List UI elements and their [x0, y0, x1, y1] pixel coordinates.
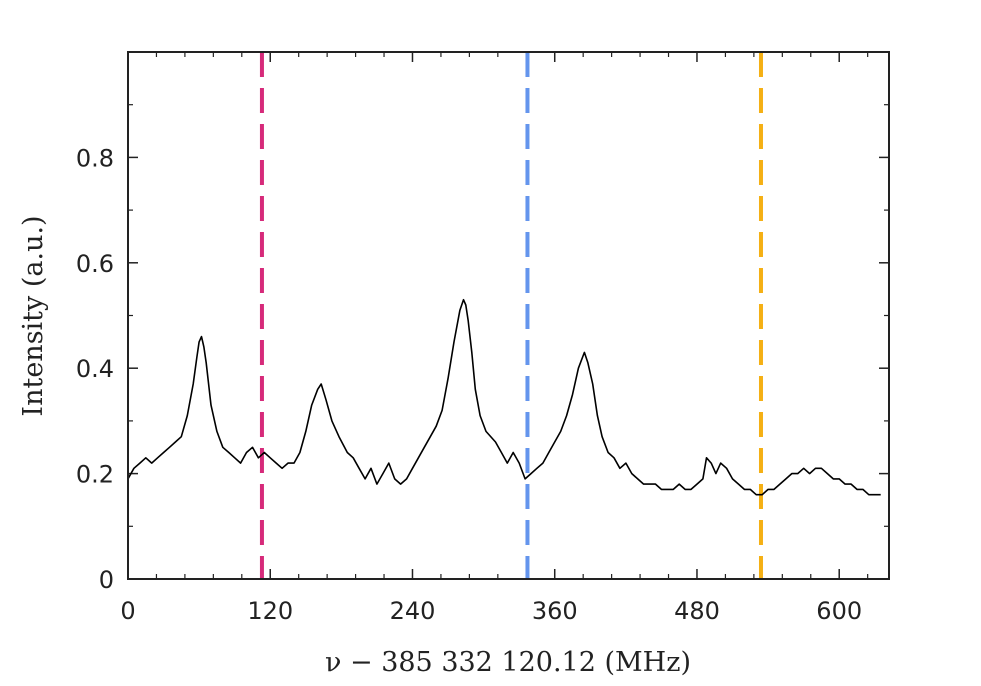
y-tick-label: 0.6 [76, 250, 114, 278]
x-tick-label: 240 [390, 597, 436, 625]
x-tick-label: 120 [247, 597, 293, 625]
x-tick-label: 0 [120, 597, 135, 625]
y-axis-title: Intensity (a.u.) [18, 215, 49, 416]
x-axis-title: ν − 385 332 120.12 (MHz) [325, 647, 691, 678]
tick-labels: 0 120 240 360 480 600 0 0.2 0.4 0.6 0.8 [76, 144, 862, 625]
series-line-1 [127, 298, 881, 496]
plot-frame [127, 51, 890, 580]
series-layer [127, 298, 881, 496]
x-tick-label: 360 [532, 597, 578, 625]
axis-ticks [127, 52, 889, 580]
marker-lines [259, 52, 763, 579]
x-tick-label: 600 [816, 597, 862, 625]
y-tick-label: 0.8 [76, 144, 114, 172]
y-tick-label: 0.4 [76, 355, 114, 383]
x-tick-label: 480 [674, 597, 720, 625]
y-tick-label: 0.2 [76, 461, 114, 489]
y-tick-label: 0 [99, 566, 114, 594]
